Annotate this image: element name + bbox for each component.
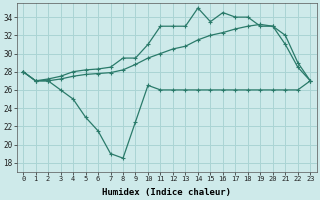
X-axis label: Humidex (Indice chaleur): Humidex (Indice chaleur): [102, 188, 231, 197]
